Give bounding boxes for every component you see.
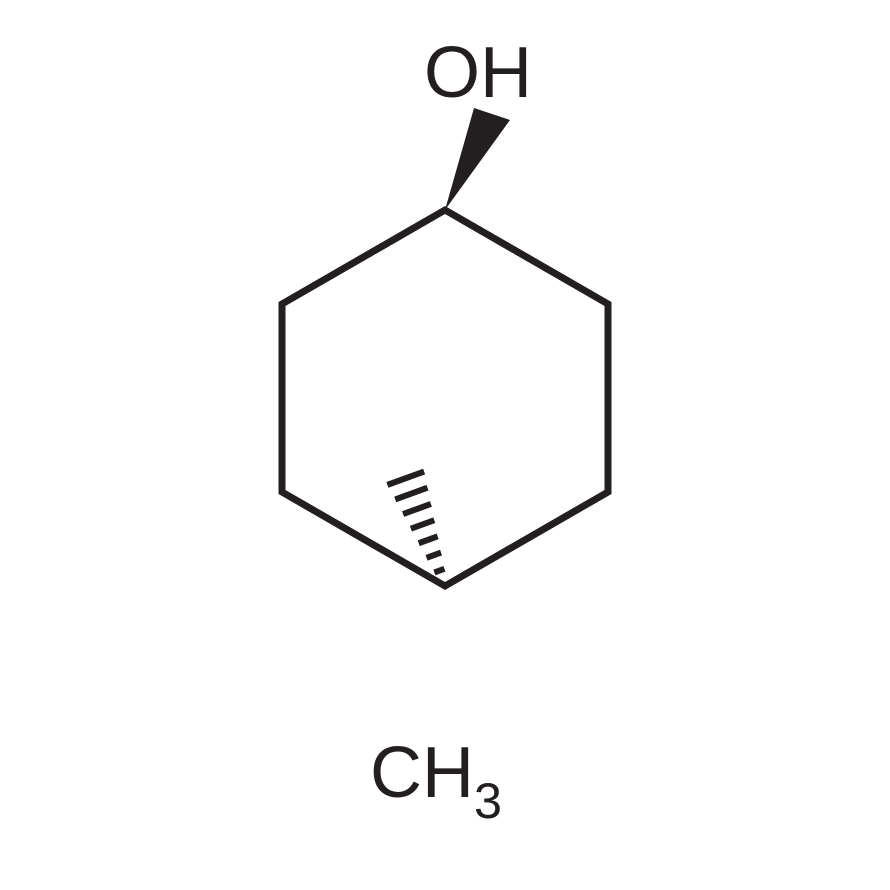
cyclohexane-ring: [282, 210, 608, 586]
hydroxyl-label: OH: [424, 32, 532, 114]
ch-text: CH: [370, 733, 474, 813]
methyl-label: CH3: [370, 732, 502, 824]
oh-text: OH: [424, 33, 532, 113]
wedge-bond: [445, 108, 510, 210]
ch3-subscript: 3: [474, 772, 502, 829]
chemical-structure-canvas: OH CH3: [0, 0, 890, 890]
